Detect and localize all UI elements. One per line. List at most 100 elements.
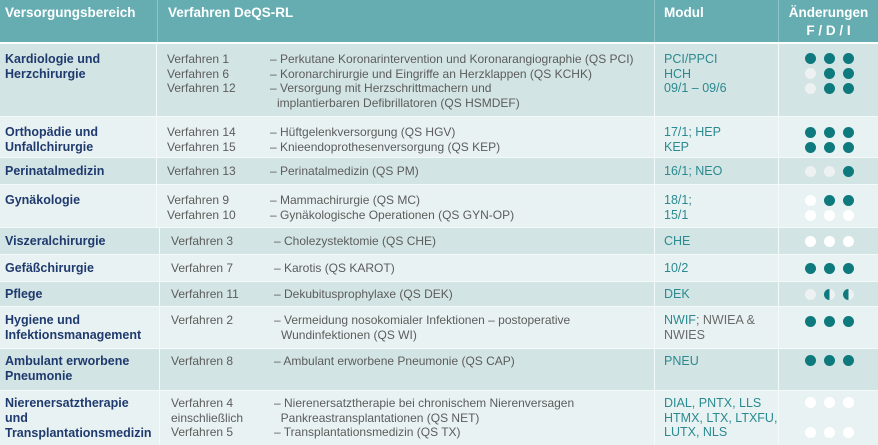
- module-code: 18/1;: [664, 193, 692, 207]
- change-dot-i-icon: [842, 142, 854, 153]
- procedure-description: – Versorgung mit Herzschrittmachern und …: [270, 81, 520, 110]
- module-cell: 18/1; 15/1: [654, 185, 778, 227]
- module-code: PNEU: [664, 354, 699, 368]
- table-row-nierenersatztherapie: Nierenersatztherapie und Transplantation…: [0, 391, 878, 445]
- procedure-item: Verfahren 11 – Dekubitusprophylaxe (QS DE…: [171, 287, 654, 302]
- change-dot-f-icon: [804, 53, 816, 64]
- procedure-description: – Dekubitusprophylaxe (QS DEK): [274, 287, 453, 301]
- module-cell: PNEU: [654, 349, 778, 390]
- changes-cell: [778, 117, 878, 157]
- module-code: 09/1 – 09/6: [664, 81, 727, 95]
- change-dot-d-icon: [823, 142, 835, 153]
- change-dot-d-icon: [823, 166, 835, 177]
- changes-cell: [778, 228, 878, 254]
- area-label: Transplantationsmedizin: [5, 426, 152, 440]
- change-indicators: [779, 289, 878, 300]
- change-dot-i-icon: [842, 263, 854, 274]
- procedure-cell: Verfahren 4 – Nierenersatztherapie bei ch…: [160, 391, 654, 445]
- procedure-item: Verfahren 13 – Perinatalmedizin (QS PM): [167, 164, 654, 179]
- change-dot-i-icon: [842, 316, 854, 327]
- procedure-cell: Verfahren 14 – Hüftgelenkversorgung (QS H…: [157, 117, 654, 157]
- changes-cell: [778, 255, 878, 281]
- table-row-hygiene: Hygiene und Infektionsmanagement Verfahr…: [0, 307, 878, 349]
- procedure-name: Verfahren 12: [167, 81, 236, 95]
- module-cell: DIAL, PNTX, LLS HTMX, LTX, LTXFU, LUTX, …: [654, 391, 778, 445]
- change-dot-f-icon: [804, 355, 816, 366]
- change-indicators: [779, 236, 878, 247]
- procedure-description: Pankreastransplantationen (QS NET): [274, 410, 480, 425]
- change-dot-f-icon: [804, 236, 816, 247]
- change-dot-d-icon: [823, 127, 835, 138]
- procedure-description: – Karotis (QS KAROT): [274, 261, 395, 275]
- procedure-cell: Verfahren 13 – Perinatalmedizin (QS PM): [157, 158, 654, 184]
- procedure-name: Verfahren 6: [167, 66, 230, 81]
- changes-cell: [778, 349, 878, 390]
- module-code: KEP: [664, 139, 690, 154]
- module-code: 15/1: [664, 207, 689, 222]
- procedure-cell: Verfahren 1 – Perkutane Koronarinterventi…: [157, 44, 654, 116]
- module-code: 16/1; NEO: [664, 164, 723, 178]
- area-label: Gynäkologie: [5, 193, 81, 207]
- procedure-description: – Cholezystektomie (QS CHE): [274, 234, 437, 248]
- change-dot-d-icon: [823, 195, 835, 206]
- change-dot-f-icon: [804, 142, 816, 153]
- procedure-description: – Perkutane Koronarintervention und Koro…: [270, 52, 634, 66]
- change-dot-i-icon: [842, 83, 854, 94]
- header-modul: Modul: [654, 0, 778, 42]
- module-cell: 16/1; NEO: [654, 158, 778, 184]
- change-dot-f-icon: [804, 127, 816, 138]
- changes-cell: [778, 282, 878, 306]
- procedure-description: – Knieendoprothesenversorgung (QS KEP): [270, 139, 501, 154]
- change-dot-d-icon: [823, 427, 835, 438]
- change-dot-i-icon: [842, 427, 854, 438]
- module-code: 10/2: [664, 261, 689, 275]
- module-code: LUTX, NLS: [664, 425, 728, 439]
- table-row-gefaesschirurgie: Gefäßchirurgie Verfahren 7 – Karotis (QS …: [0, 255, 878, 282]
- procedure-description: – Hüftgelenkversorgung (QS HGV): [270, 125, 456, 139]
- module-code: PCI/PPCI: [664, 52, 718, 66]
- change-dot-i-icon: [842, 289, 854, 300]
- module-cell: DEK: [654, 282, 778, 306]
- procedure-description: – Transplantationsmedizin (QS TX): [274, 425, 461, 439]
- area-cell: Kardiologie und Herzchirurgie: [0, 44, 157, 116]
- area-cell: Gefäßchirurgie: [0, 255, 160, 281]
- procedure-name: Verfahren 13: [167, 164, 236, 178]
- procedure-description: – Vermeidung nosokomialer Infektionen – …: [274, 313, 571, 342]
- area-label: Hygiene und: [5, 313, 81, 327]
- procedure-name: Verfahren 3: [171, 234, 234, 248]
- module-cell: NWIF; NWIEA & NWIES: [654, 307, 778, 348]
- procedure-item: Verfahren 7 – Karotis (QS KAROT): [171, 261, 654, 276]
- module-code: DIAL, PNTX, LLS: [664, 396, 762, 410]
- procedure-item: Verfahren 10 – Gynäkologische Operationen…: [167, 208, 654, 223]
- module-cell: CHE: [654, 228, 778, 254]
- change-dot-d-icon: [823, 355, 835, 366]
- change-dot-i-icon: [842, 195, 854, 206]
- change-indicators: [779, 53, 878, 64]
- area-label: Herzchirurgie: [5, 67, 86, 81]
- procedure-description: – Ambulant erworbene Pneumonie (QS CAP): [274, 354, 515, 368]
- procedure-item: Verfahren 2 – Vermeidung nosokomialer Inf…: [171, 313, 654, 342]
- area-label: Gefäßchirurgie: [5, 261, 94, 275]
- procedure-name: Verfahren 11: [171, 287, 239, 301]
- area-label: Pneumonie: [5, 369, 73, 383]
- procedure-name: Verfahren 4: [171, 396, 234, 410]
- procedure-item: Verfahren 15 – Knieendoprothesenversorgun…: [167, 140, 654, 155]
- change-dot-i-icon: [842, 210, 854, 221]
- procedure-cell: Verfahren 8 – Ambulant erworbene Pneumoni…: [160, 349, 654, 390]
- header-aenderungen: Änderungen F / D / I: [778, 0, 878, 42]
- area-cell: Viszeralchirurgie: [0, 228, 160, 254]
- procedure-name: Verfahren 7: [171, 261, 234, 275]
- area-cell: Nierenersatztherapie und Transplantation…: [0, 391, 160, 445]
- change-indicators: [779, 142, 878, 153]
- area-cell: Pflege: [0, 282, 160, 306]
- table-row-pneumonie: Ambulant erworbene Pneumonie Verfahren 8…: [0, 349, 878, 391]
- module-cell: PCI/PPCI HCH 09/1 – 09/6: [654, 44, 778, 116]
- change-indicators: [779, 427, 878, 438]
- procedure-item: Verfahren 6 – Koronarchirurgie und Eingri…: [167, 67, 654, 82]
- procedure-cell: Verfahren 11 – Dekubitusprophylaxe (QS DE…: [160, 282, 654, 306]
- change-indicators: [779, 210, 878, 221]
- procedure-cell: Verfahren 9 – Mammachirurgie (QS MC) Verf…: [157, 185, 654, 227]
- table-row-kardiologie: Kardiologie und Herzchirurgie Verfahren …: [0, 44, 878, 117]
- module-code: CHE: [664, 234, 691, 248]
- table-row-orthopaedie: Orthopädie und Unfallchirurgie Verfahren…: [0, 117, 878, 158]
